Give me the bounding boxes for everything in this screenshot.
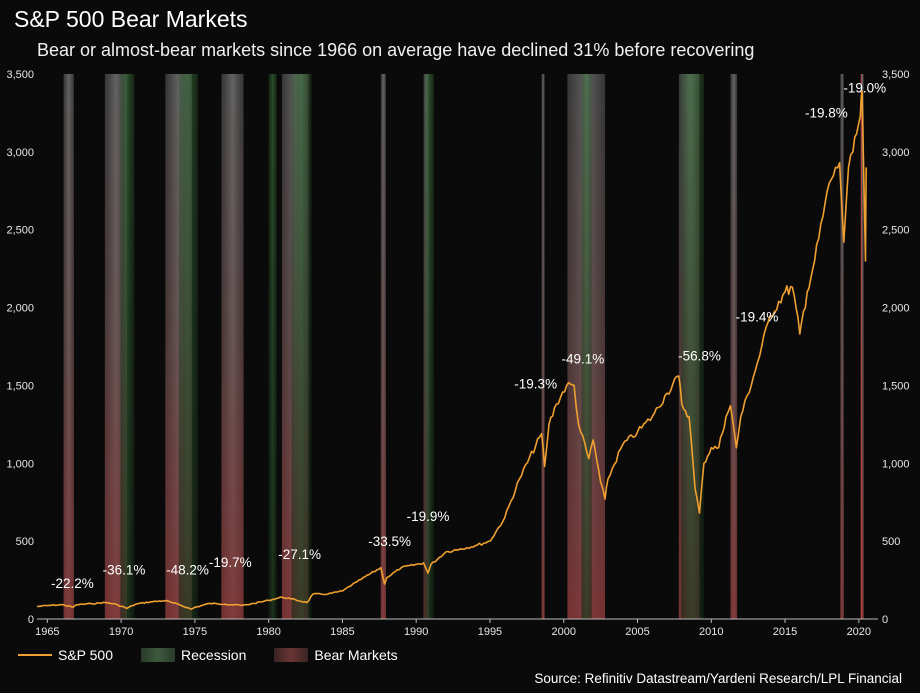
y-tick-right-7: 3,500 bbox=[882, 69, 910, 81]
y-tick-right-0: 0 bbox=[882, 614, 888, 626]
recession-band-shade-0 bbox=[120, 74, 135, 619]
bear-band-red-7 bbox=[541, 74, 545, 619]
legend-item-sp500: S&P 500 bbox=[18, 647, 113, 663]
annotation-8: -49.1% bbox=[562, 352, 605, 367]
annotation-9: -56.8% bbox=[678, 349, 721, 364]
annotation-10: -19.4% bbox=[736, 310, 779, 325]
recession-band-shade-3 bbox=[291, 74, 312, 619]
legend-label-sp500: S&P 500 bbox=[58, 647, 114, 663]
y-axis-ticks: 0 0 500 500 1,000 1,000 1,500 1,500 2,000 2,000 2,… bbox=[6, 69, 909, 626]
y-tick-left-2: 1,000 bbox=[6, 458, 34, 470]
y-tick-right-1: 500 bbox=[882, 536, 900, 548]
y-tick-left-7: 3,500 bbox=[6, 69, 34, 81]
recession-bands bbox=[120, 74, 704, 619]
annotation-6: -19.9% bbox=[407, 509, 450, 524]
y-tick-left-0: 0 bbox=[28, 614, 34, 626]
annotation-5: -33.5% bbox=[368, 534, 411, 549]
legend: S&P 500 Recession Bear Markets bbox=[18, 647, 426, 663]
recession-band-shade-2 bbox=[268, 74, 277, 619]
x-tick-label-2005: 2005 bbox=[625, 626, 649, 638]
x-tick-label-2010: 2010 bbox=[699, 626, 723, 638]
y-tick-right-6: 3,000 bbox=[882, 147, 910, 159]
y-tick-left-1: 500 bbox=[16, 536, 34, 548]
y-tick-left-4: 2,000 bbox=[6, 303, 34, 315]
annotation-11: -19.8% bbox=[805, 106, 848, 121]
x-axis-ticks: 1965 1970 1975 1980 1985 1990 1995 2000 2005 2010… bbox=[35, 619, 871, 638]
bear-band-red-3 bbox=[221, 74, 244, 619]
y-tick-left-5: 2,500 bbox=[6, 225, 34, 237]
y-tick-right-3: 1,500 bbox=[882, 380, 910, 392]
recession-band-shade-4 bbox=[424, 74, 434, 619]
y-tick-left-3: 1,500 bbox=[6, 380, 34, 392]
annotation-3: -19.7% bbox=[209, 555, 252, 570]
recession-band-shade-1 bbox=[178, 74, 198, 619]
legend-label-bear: Bear Markets bbox=[314, 647, 398, 663]
y-tick-right-5: 2,500 bbox=[882, 225, 910, 237]
x-tick-label-1975: 1975 bbox=[183, 626, 207, 638]
legend-item-recession: Recession bbox=[141, 647, 246, 663]
annotation-12: -19.0% bbox=[843, 81, 886, 96]
bear-band-red-10 bbox=[730, 74, 738, 619]
x-tick-label-1970: 1970 bbox=[109, 626, 133, 638]
recession-band-shade-5 bbox=[581, 74, 592, 619]
chart-subtitle: Bear or almost-bear markets since 1966 o… bbox=[37, 40, 755, 60]
x-tick-label-2020: 2020 bbox=[847, 626, 871, 638]
legend-swatch-line bbox=[18, 654, 52, 656]
x-tick-label-2000: 2000 bbox=[551, 626, 575, 638]
legend-swatch-recession bbox=[141, 648, 176, 662]
legend-item-bear: Bear Markets bbox=[274, 647, 398, 663]
x-tick-label-1990: 1990 bbox=[404, 626, 428, 638]
x-tick-label-1995: 1995 bbox=[478, 626, 502, 638]
x-tick-label-2015: 2015 bbox=[773, 626, 797, 638]
annotation-0: -22.2% bbox=[51, 576, 94, 591]
annotation-1: -36.1% bbox=[103, 563, 146, 578]
annotation-4: -27.1% bbox=[278, 547, 321, 562]
annotation-2: -48.2% bbox=[166, 563, 209, 578]
annotations: -22.2% -36.1% -48.2%-19.7% -27.1% -33.5% -19.… bbox=[51, 81, 886, 591]
bear-band-red-11 bbox=[840, 74, 844, 619]
chart-title: S&P 500 Bear Markets bbox=[14, 6, 248, 32]
x-tick-label-1985: 1985 bbox=[330, 626, 354, 638]
y-tick-right-2: 1,000 bbox=[882, 458, 910, 470]
bear-band-red-12 bbox=[860, 74, 864, 619]
legend-swatch-bear bbox=[274, 648, 309, 662]
legend-label-recession: Recession bbox=[181, 647, 247, 663]
y-tick-right-4: 2,000 bbox=[882, 303, 910, 315]
y-tick-left-6: 3,000 bbox=[6, 147, 34, 159]
x-tick-label-1980: 1980 bbox=[256, 626, 280, 638]
source-note: Source: Refinitiv Datastream/Yardeni Res… bbox=[534, 671, 902, 686]
x-tick-label-1965: 1965 bbox=[35, 626, 59, 638]
sp500-series-line bbox=[36, 90, 867, 610]
annotation-7: -19.3% bbox=[514, 377, 557, 392]
bear-band-red-0 bbox=[63, 74, 74, 619]
recession-band-shade-6 bbox=[681, 74, 704, 619]
bear-band-red-5 bbox=[380, 74, 386, 619]
